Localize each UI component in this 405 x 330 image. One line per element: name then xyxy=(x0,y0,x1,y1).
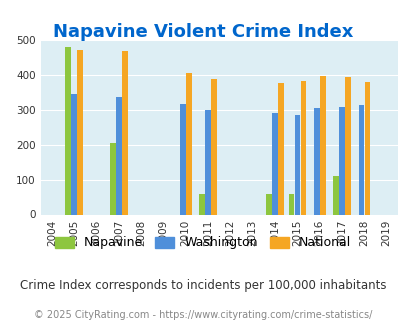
Bar xyxy=(179,104,185,214)
Text: © 2025 CityRating.com - https://www.cityrating.com/crime-statistics/: © 2025 CityRating.com - https://www.city… xyxy=(34,310,371,320)
Text: Crime Index corresponds to incidents per 100,000 inhabitants: Crime Index corresponds to incidents per… xyxy=(20,279,385,292)
Bar xyxy=(199,194,205,214)
Bar xyxy=(294,115,300,214)
Bar xyxy=(110,143,115,214)
Bar xyxy=(271,114,277,214)
Bar xyxy=(77,50,83,214)
Bar xyxy=(115,97,122,214)
Bar xyxy=(300,81,305,214)
Bar xyxy=(333,176,338,214)
Bar xyxy=(185,73,191,215)
Bar xyxy=(277,82,283,214)
Bar xyxy=(65,47,71,214)
Bar xyxy=(71,94,77,214)
Bar xyxy=(364,82,369,214)
Bar xyxy=(122,51,127,214)
Bar xyxy=(211,79,216,214)
Bar xyxy=(338,107,344,214)
Bar xyxy=(319,76,325,214)
Bar xyxy=(205,110,211,214)
Bar xyxy=(358,105,363,214)
Bar xyxy=(266,194,271,214)
Bar xyxy=(344,77,350,214)
Text: Napavine Violent Crime Index: Napavine Violent Crime Index xyxy=(53,23,352,41)
Legend: Napavine, Washington, National: Napavine, Washington, National xyxy=(50,231,355,254)
Bar xyxy=(288,194,294,214)
Bar xyxy=(313,108,319,214)
